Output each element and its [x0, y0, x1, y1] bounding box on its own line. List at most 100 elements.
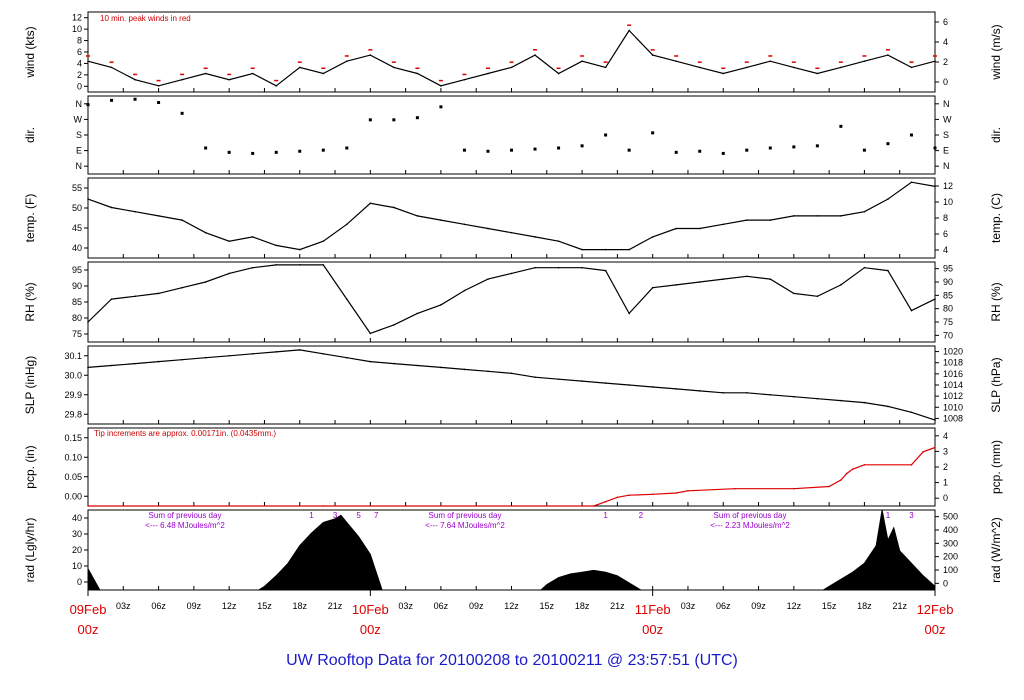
pcp-point: [628, 494, 630, 496]
temp-ytick-label: 45: [72, 223, 82, 233]
pcp-point: [651, 493, 654, 496]
rh-point: [604, 269, 607, 272]
temp-point: [840, 215, 842, 217]
wind-point: [887, 54, 889, 56]
rh-point: [887, 269, 889, 272]
rh-point: [675, 284, 677, 286]
dir-point: [721, 151, 725, 155]
rad-hour-mark: 1: [886, 511, 891, 520]
wind-ytick-label: 6: [77, 47, 82, 57]
temp-point: [910, 181, 913, 184]
chart-title: UW Rooftop Data for 20100208 to 20100211…: [286, 652, 738, 669]
slp-point: [440, 366, 442, 369]
x-hour-label: 03z: [398, 601, 413, 611]
dir-point: [674, 150, 678, 154]
temp-ytick-label: 40: [72, 243, 82, 253]
wind-ytick-label: 2: [77, 70, 82, 80]
wind-point: [934, 60, 936, 63]
rh-point: [346, 298, 348, 300]
rh-y2tick-label: 95: [943, 264, 953, 274]
rh-y2tick-label: 70: [943, 330, 953, 340]
slp-series-line: [87, 349, 936, 421]
rh-series-line: [87, 264, 936, 335]
dir-point: [909, 133, 913, 137]
x-date-hour: 00z: [360, 622, 381, 637]
rh-point: [722, 278, 725, 280]
slp-point: [298, 349, 301, 351]
wind-peak-mark: [885, 49, 890, 51]
rh-ylabel: RH (%): [23, 282, 37, 321]
wind-ylabel: wind (kts): [23, 26, 37, 78]
temp-point: [651, 236, 654, 238]
temp-point: [346, 223, 348, 226]
dir-point: [533, 147, 537, 151]
rh-point: [557, 266, 560, 269]
wind-point: [698, 66, 701, 69]
wind-point: [534, 54, 536, 56]
wind-point: [745, 66, 748, 69]
dir-point: [345, 146, 349, 150]
wind-peak-mark: [438, 79, 443, 82]
x-hour-label: 21z: [892, 601, 907, 611]
rh-ytick-label: 75: [72, 329, 82, 339]
temp-point: [934, 185, 936, 188]
dir-point: [486, 149, 490, 153]
wind-peak-mark: [650, 49, 655, 51]
wind-peak-mark: [627, 24, 632, 26]
wind-peak-mark: [321, 67, 326, 70]
rad-y2tick-label: 400: [943, 525, 958, 535]
rad-sum-value: <--- 7.64 MJoules/m^2: [425, 521, 505, 530]
wind-ytick-label: 10: [72, 24, 82, 34]
rad-sum-label: Sum of previous day: [149, 511, 222, 520]
slp-point: [840, 399, 842, 402]
wind-peak-mark: [603, 61, 608, 63]
temp-point: [322, 240, 325, 242]
temp-point: [440, 219, 442, 221]
rad-y2tick-label: 500: [943, 512, 958, 522]
slp-point: [722, 392, 725, 394]
pcp-point: [863, 464, 866, 466]
x-hour-label: 12z: [787, 601, 802, 611]
rh-point: [698, 281, 701, 283]
rh-point: [228, 272, 230, 275]
x-hour-label: 15z: [822, 601, 837, 611]
slp-ytick-label: 29.9: [64, 390, 82, 400]
dir-point: [698, 149, 702, 153]
slp-point: [745, 392, 748, 394]
rh-y2tick-label: 80: [943, 304, 953, 314]
dir-point: [510, 148, 513, 152]
slp-point: [887, 405, 889, 408]
temp-point: [863, 210, 866, 213]
rh-point: [769, 278, 772, 280]
slp-point: [651, 386, 654, 388]
slp-ytick-label: 30.0: [64, 370, 82, 380]
wind-peak-mark: [674, 55, 679, 57]
slp-ylabel: SLP (inHg): [23, 356, 37, 414]
rh-ytick-label: 80: [72, 313, 82, 323]
dir-ytick-label: N: [76, 99, 83, 109]
x-hour-label: 18z: [857, 601, 872, 611]
pcp-point: [793, 487, 795, 490]
rh-point: [157, 292, 160, 295]
wind-peak-mark: [768, 55, 773, 57]
wind-peak-mark: [250, 67, 255, 70]
wind-point: [157, 85, 160, 87]
slp-y2tick-label: 1016: [943, 369, 963, 379]
dir-point: [274, 150, 278, 154]
temp-point: [228, 240, 230, 242]
temp-frame: [87, 177, 936, 259]
wind-point: [181, 78, 183, 81]
slp-y2tick-label: 1014: [943, 380, 963, 390]
temp-point: [110, 206, 113, 209]
x-hour-label: 03z: [116, 601, 131, 611]
slp-point: [604, 382, 607, 384]
wind-peak-mark: [344, 55, 349, 57]
rad-hour-mark: 2: [639, 511, 644, 520]
slp-y2tick-label: 1012: [943, 391, 963, 401]
slp-ytick-label: 30.1: [64, 351, 82, 361]
slp-point: [487, 370, 489, 373]
rad-ytick-label: 20: [72, 545, 82, 555]
wind-peak-mark: [133, 73, 138, 76]
